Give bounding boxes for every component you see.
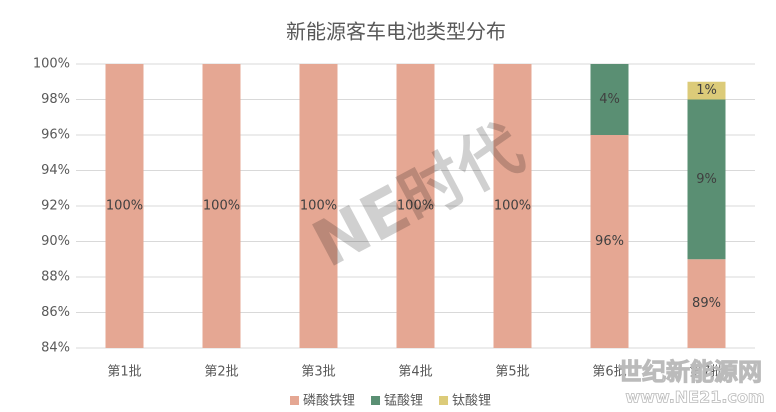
legend-label: 钛酸锂 bbox=[452, 394, 491, 409]
data-label: 100% bbox=[494, 199, 531, 214]
bar-segment bbox=[590, 64, 629, 135]
y-tick-label: 96% bbox=[41, 128, 70, 143]
data-label: 100% bbox=[300, 199, 337, 214]
y-tick-label: 84% bbox=[41, 341, 70, 356]
x-tick-label: 第4批 bbox=[398, 365, 432, 380]
y-tick-label: 98% bbox=[41, 92, 70, 107]
y-tick-label: 94% bbox=[41, 163, 70, 178]
legend-swatch bbox=[290, 396, 299, 405]
bar-segment bbox=[687, 81, 726, 100]
x-tick-label: 第7批 bbox=[689, 365, 723, 380]
x-tick-label: 第2批 bbox=[204, 365, 238, 380]
watermark: www.NE21.com bbox=[625, 388, 764, 407]
legend-label: 锰酸锂 bbox=[384, 394, 423, 409]
data-label: 1% bbox=[696, 83, 717, 98]
data-label: 96% bbox=[595, 234, 624, 249]
y-tick-label: 92% bbox=[41, 199, 70, 214]
bar-segment bbox=[493, 64, 532, 348]
data-label: 100% bbox=[106, 199, 143, 214]
x-tick-label: 第3批 bbox=[301, 365, 335, 380]
legend: 磷酸铁锂 锰酸锂 钛酸锂 bbox=[290, 394, 491, 409]
x-tick-label: 第5批 bbox=[495, 365, 529, 380]
y-tick-label: 88% bbox=[41, 270, 70, 285]
legend-swatch bbox=[371, 396, 381, 405]
legend-label: 磷酸铁锂 bbox=[303, 394, 355, 409]
bar-segment bbox=[299, 64, 338, 348]
data-label: 9% bbox=[696, 172, 717, 187]
y-tick-label: 100% bbox=[33, 57, 70, 72]
x-tick-label: 第1批 bbox=[107, 365, 141, 380]
data-label: 100% bbox=[397, 199, 434, 214]
watermark: 世纪新能源网 bbox=[618, 358, 762, 386]
data-label: 100% bbox=[203, 199, 240, 214]
data-label: 4% bbox=[599, 92, 620, 107]
bar-segment bbox=[590, 135, 629, 348]
y-tick-label: 86% bbox=[41, 305, 70, 320]
bar-segment bbox=[687, 259, 726, 348]
chart-title: 新能源客车电池类型分布 bbox=[286, 20, 506, 44]
data-label: 89% bbox=[692, 296, 721, 311]
bar-segment bbox=[687, 99, 726, 260]
x-tick-label: 第6批 bbox=[592, 365, 626, 380]
bar-segment bbox=[202, 64, 241, 348]
plot: 84% 86% 88% 90% 92% 94% 96% 98% 100% 第1批 100% 第2批 10… bbox=[33, 57, 755, 409]
y-tick-label: 90% bbox=[41, 234, 70, 249]
bar-segment bbox=[396, 64, 435, 348]
bar-segment bbox=[105, 64, 144, 348]
legend-swatch bbox=[439, 396, 449, 405]
